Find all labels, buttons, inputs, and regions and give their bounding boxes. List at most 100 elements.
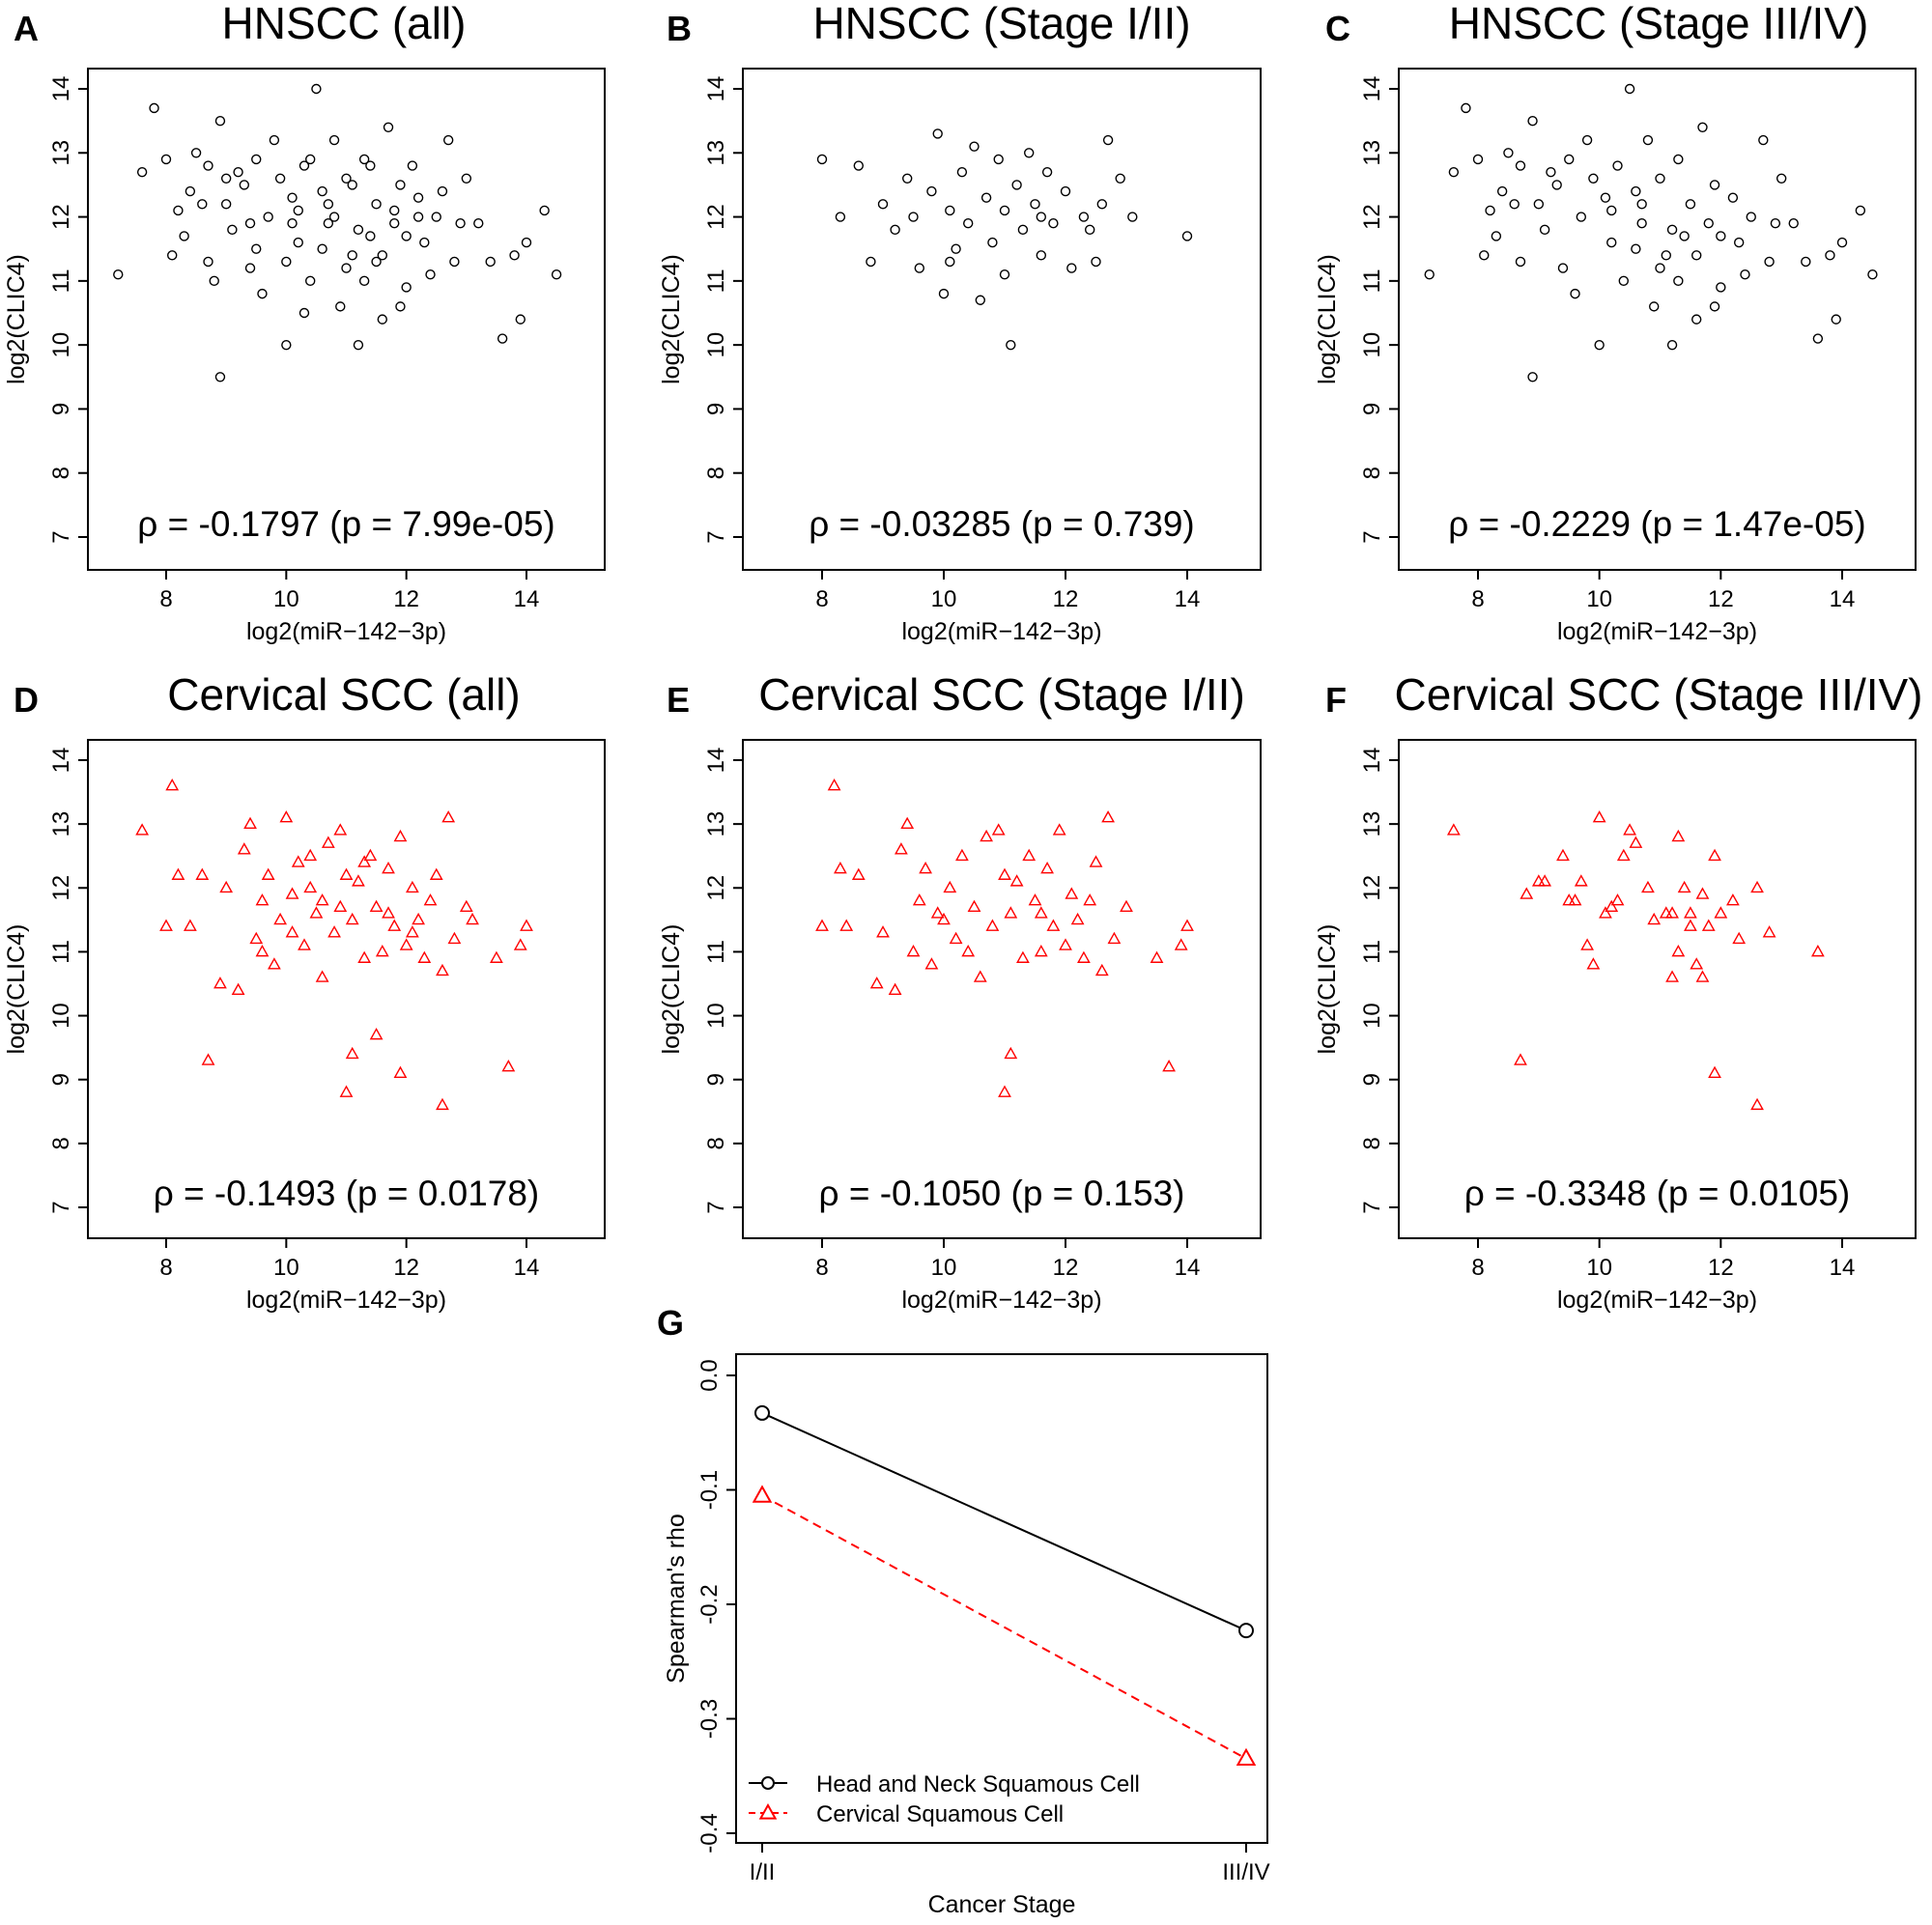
data-point xyxy=(419,237,430,248)
data-point xyxy=(1867,269,1878,280)
data-point xyxy=(382,862,395,874)
data-point xyxy=(866,256,876,268)
data-point xyxy=(395,180,406,190)
y-tick-label: 12 xyxy=(1359,204,1385,230)
series-point xyxy=(752,1485,773,1503)
data-point xyxy=(159,919,173,931)
data-point xyxy=(447,931,462,945)
data-point xyxy=(173,205,184,216)
data-point xyxy=(345,912,359,925)
data-point xyxy=(924,957,939,970)
series-point xyxy=(1238,1623,1254,1639)
data-point xyxy=(1030,199,1040,210)
data-point xyxy=(1592,810,1606,823)
data-point xyxy=(890,224,900,236)
y-tick-label: 14 xyxy=(48,76,74,102)
data-point xyxy=(407,160,418,171)
data-point xyxy=(1758,134,1769,146)
data-point xyxy=(520,919,533,931)
data-point xyxy=(943,880,957,893)
data-point xyxy=(1801,256,1811,268)
data-point xyxy=(1684,919,1697,931)
data-point xyxy=(888,982,902,996)
data-point xyxy=(902,173,913,184)
panel-d: D Cervical SCC (all) 8 10 12 14 7 8 9 10 11 12 13 14 l… xyxy=(3,669,606,1314)
panel-label: G xyxy=(657,1303,684,1343)
data-point xyxy=(956,166,968,178)
x-tick-label: 12 xyxy=(393,1255,419,1281)
data-point xyxy=(1606,237,1617,248)
data-point xyxy=(1666,224,1678,236)
data-point xyxy=(149,102,159,114)
y-tick-label: 14 xyxy=(703,76,729,102)
data-point xyxy=(263,212,273,222)
data-point xyxy=(317,243,327,254)
data-point xyxy=(1671,829,1686,842)
data-point xyxy=(1673,275,1684,287)
data-point xyxy=(1556,848,1570,862)
data-point xyxy=(914,263,924,273)
data-point xyxy=(1036,212,1047,222)
x-tick-label: 8 xyxy=(1471,1255,1484,1281)
data-point xyxy=(1655,263,1665,273)
data-point xyxy=(945,256,955,268)
data-point xyxy=(333,899,348,913)
data-point xyxy=(1655,173,1665,184)
data-point xyxy=(1546,166,1556,178)
chart-title: HNSCC (Stage I/II) xyxy=(812,0,1190,48)
x-axis-label: log2(miR−142−3p) xyxy=(1557,618,1757,645)
legend-marker xyxy=(758,1802,778,1820)
y-axis-label: log2(CLIC4) xyxy=(3,254,30,384)
plot-frame xyxy=(87,739,606,1239)
data-point xyxy=(877,199,889,210)
data-point xyxy=(268,957,281,970)
data-point xyxy=(431,212,441,222)
data-point xyxy=(214,115,226,127)
data-point xyxy=(214,372,226,382)
data-point xyxy=(255,893,270,906)
data-point xyxy=(1515,160,1526,171)
data-point xyxy=(345,1046,359,1060)
data-point xyxy=(293,205,303,216)
data-point xyxy=(1740,269,1750,280)
y-tick-label: 10 xyxy=(703,332,729,358)
y-tick-label: 13 xyxy=(703,811,729,837)
data-point xyxy=(1060,185,1071,197)
y-tick-label: -0.2 xyxy=(696,1584,723,1624)
x-tick-label: 14 xyxy=(1830,586,1856,612)
data-point xyxy=(1629,835,1643,848)
panel-label: C xyxy=(1325,9,1350,48)
data-point xyxy=(352,874,365,887)
data-point xyxy=(227,224,238,236)
y-tick-label: 13 xyxy=(1359,140,1385,166)
data-point xyxy=(303,848,318,862)
data-point xyxy=(315,970,329,982)
data-point xyxy=(1600,192,1611,203)
y-tick-label: 12 xyxy=(48,204,74,230)
data-point xyxy=(1825,250,1835,261)
data-point xyxy=(371,256,382,268)
data-point xyxy=(834,862,847,874)
data-point xyxy=(1599,906,1612,919)
plot-frame xyxy=(742,68,1262,571)
data-point xyxy=(1046,919,1061,931)
y-tick-label: 13 xyxy=(703,140,729,166)
data-point xyxy=(1716,231,1726,241)
data-point xyxy=(930,906,945,919)
series-line xyxy=(761,1412,1247,1632)
data-point xyxy=(113,269,124,280)
data-point xyxy=(937,912,951,925)
x-tick-label: 10 xyxy=(931,1255,957,1281)
data-point xyxy=(991,823,1006,835)
y-tick-label: 12 xyxy=(703,204,729,230)
x-tick-label: 10 xyxy=(273,1255,299,1281)
data-point xyxy=(315,893,329,906)
y-tick-label: 11 xyxy=(703,269,729,293)
x-tick-label: 8 xyxy=(1471,586,1484,612)
data-point xyxy=(815,919,829,931)
data-point xyxy=(513,938,527,950)
x-tick-label: 12 xyxy=(1053,586,1079,612)
x-tick-label: 10 xyxy=(1586,586,1612,612)
y-axis-label: log2(CLIC4) xyxy=(1314,254,1341,384)
plot-frame xyxy=(735,1353,1268,1844)
